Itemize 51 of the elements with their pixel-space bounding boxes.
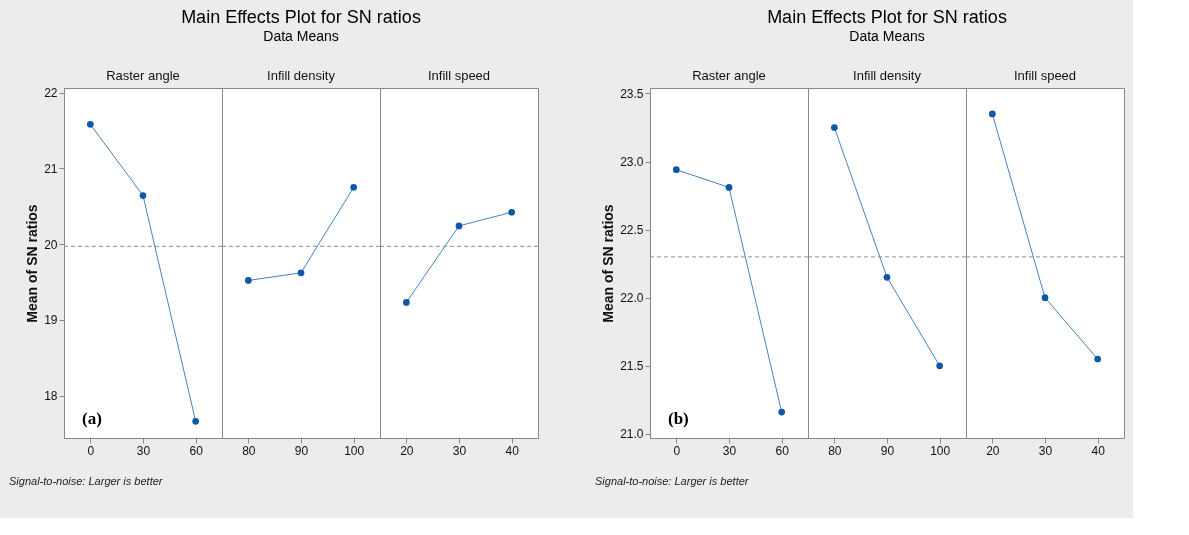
y-tick-label: 22.5 — [620, 223, 644, 238]
y-tick-label: 20 — [44, 237, 58, 252]
annotation: (a) — [82, 409, 102, 428]
x-tick-label: 90 — [880, 443, 895, 458]
point — [725, 184, 733, 191]
x-tick-label: 20 — [400, 443, 414, 458]
point — [672, 166, 680, 174]
y-tick-label: 18 — [44, 389, 58, 404]
x-tick-label: 40 — [505, 443, 520, 458]
point — [192, 417, 200, 425]
x-tick-label: 30 — [136, 443, 151, 458]
y-tick-label: 21.5 — [620, 359, 644, 374]
y-tick-label: 23.0 — [620, 155, 644, 170]
point — [86, 121, 94, 128]
y-axis-title: Mean of SN ratios — [600, 204, 617, 323]
y-tick-label: 21 — [44, 161, 58, 176]
x-tick-label: 80 — [242, 443, 256, 458]
x-tick-label: 40 — [1091, 443, 1106, 458]
annotation: (b) — [668, 409, 689, 428]
text: Signal-to-noise: Larger is better — [595, 475, 750, 487]
x-tick-label: 60 — [775, 443, 790, 458]
x-tick-label: 60 — [189, 443, 204, 458]
y-tick-label: 19 — [44, 313, 58, 328]
x-tick-label: 0 — [87, 443, 95, 458]
point — [139, 192, 147, 199]
x-axis-title: Raster angle — [106, 68, 180, 83]
chart-subtitle: Data Means — [849, 28, 925, 44]
y-tick-label: 22.0 — [620, 291, 644, 306]
x-tick-label: 0 — [673, 443, 681, 458]
x-tick-label: 20 — [986, 443, 1000, 458]
point — [778, 408, 786, 416]
x-tick-label: 90 — [294, 443, 309, 458]
chart-subtitle: Data Means — [263, 28, 339, 44]
x-axis-title: Infill density — [853, 68, 922, 83]
x-tick-label: 30 — [452, 443, 467, 458]
x-tick-label: 30 — [1038, 443, 1053, 458]
y-tick-label: 23.5 — [620, 86, 644, 101]
x-axis-title: Infill speed — [1013, 68, 1077, 83]
x-axis-title: Raster angle — [692, 68, 766, 83]
y-tick-label: 22 — [44, 86, 58, 101]
y-axis-title: Mean of SN ratios — [24, 204, 41, 323]
x-tick-label: 30 — [722, 443, 737, 458]
text: Signal-to-noise: Larger is better — [9, 475, 164, 487]
x-tick-label: 80 — [828, 443, 842, 458]
chart-title: Main Effects Plot for SN ratios — [767, 7, 1007, 27]
x-axis-title: Infill speed — [427, 68, 491, 83]
y-tick-label: 21.0 — [620, 427, 644, 442]
x-axis-title: Infill density — [267, 68, 336, 83]
chart-title: Main Effects Plot for SN ratios — [181, 7, 421, 27]
x-tick-label: 100 — [930, 443, 951, 458]
x-tick-label: 100 — [344, 443, 365, 458]
